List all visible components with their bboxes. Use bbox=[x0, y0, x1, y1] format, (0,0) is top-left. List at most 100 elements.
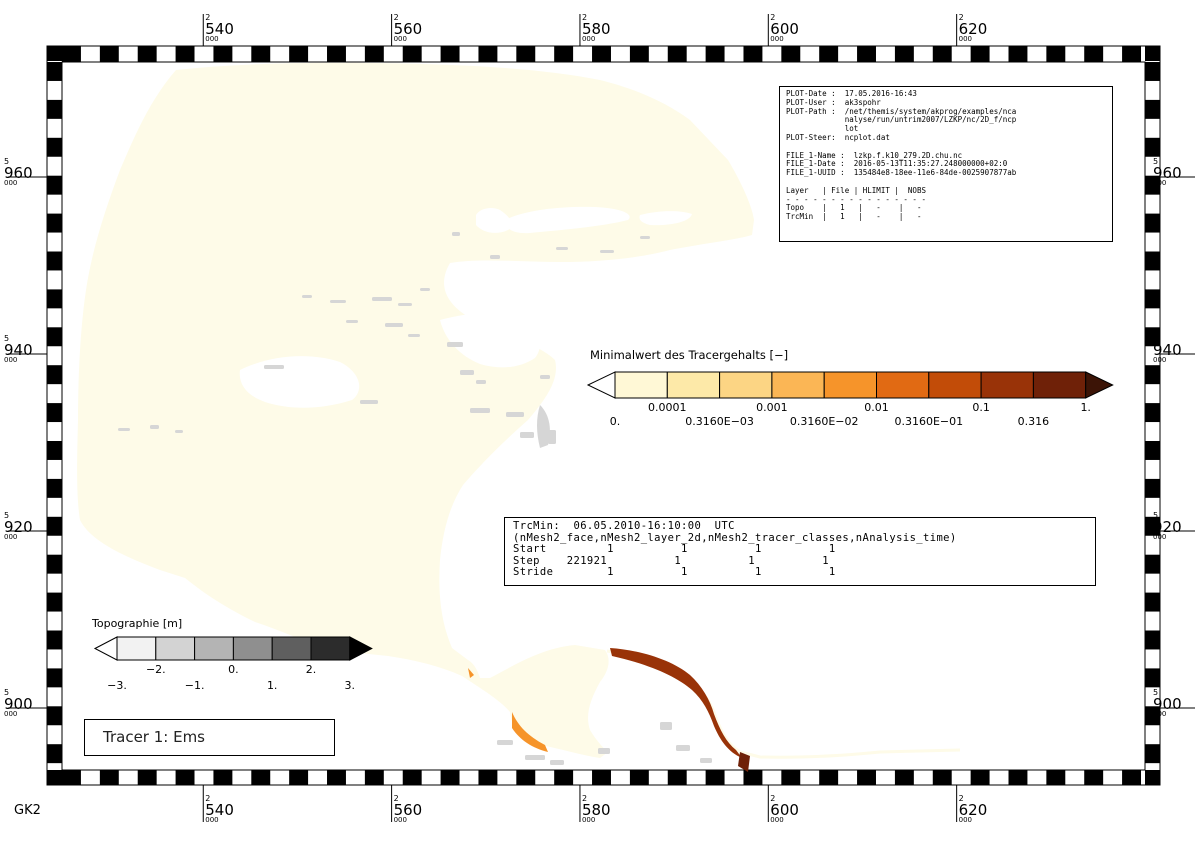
tick-label-lower: 000 bbox=[4, 179, 17, 187]
frame-tick-right bbox=[1145, 441, 1160, 460]
frame-tick-top bbox=[894, 46, 914, 62]
colorbar-bin bbox=[232, 636, 273, 661]
metadata-line: Topo | 1 | - | - bbox=[786, 203, 922, 213]
frame-tick-bottom bbox=[289, 770, 309, 785]
tick-label-lower: 000 bbox=[394, 816, 407, 824]
tick-label-upper: 2 bbox=[770, 794, 775, 803]
colorbar-bin bbox=[719, 371, 773, 399]
colorbar-over-triangle bbox=[349, 636, 373, 661]
frame-tick-top bbox=[478, 46, 498, 62]
tidal-flat-mark bbox=[525, 755, 545, 760]
tick-label-lower: 000 bbox=[770, 35, 783, 43]
tick-label-upper: 5 bbox=[4, 157, 9, 166]
metadata-line: PLOT-Date : 17.05.2016-16:43 bbox=[786, 89, 917, 98]
tidal-flat-mark bbox=[660, 722, 672, 730]
frame-tick-right bbox=[1145, 478, 1160, 498]
tracer-river-upper bbox=[610, 648, 742, 758]
colorbar-under-triangle bbox=[586, 371, 616, 399]
frame-tick-top bbox=[932, 46, 952, 62]
frame-tick-right bbox=[1145, 327, 1160, 347]
frame-tick-left bbox=[47, 327, 62, 347]
tick-label-upper: 5 bbox=[4, 511, 9, 520]
frame-tick-bottom bbox=[819, 770, 839, 785]
colorbar-label-lower: 0.3160E−02 bbox=[790, 415, 859, 428]
frame-tick-left bbox=[47, 137, 62, 157]
metadata-line: FILE_1-Name : lzkp.f.k10_279.2D.chu.nc bbox=[786, 150, 963, 160]
tidal-flat-mark bbox=[700, 758, 712, 763]
colorbar-label-upper: 0.0001 bbox=[648, 401, 687, 414]
frame-corner bbox=[47, 46, 62, 61]
tracer-colorbar: Minimalwert des Tracergehalts [−] 0.0001… bbox=[586, 348, 1114, 428]
tick-label-main: 940 bbox=[4, 341, 33, 359]
colorbar-label-lower: 0.3160E−03 bbox=[685, 415, 754, 428]
tick-label-lower: 000 bbox=[394, 35, 407, 43]
frame-tick-left bbox=[47, 554, 62, 574]
frame-tick-bottom bbox=[213, 770, 233, 785]
frame-tick-bottom bbox=[781, 770, 801, 785]
frame-tick-bottom bbox=[402, 770, 422, 785]
tick-label-upper: 2 bbox=[205, 13, 210, 22]
dollart-land bbox=[239, 356, 360, 408]
frame-tick-right bbox=[1145, 289, 1160, 309]
frame-tick-left bbox=[47, 365, 62, 385]
frame-tick-left bbox=[47, 62, 62, 81]
frame-tick-top bbox=[819, 46, 839, 62]
frame-tick-bottom bbox=[1046, 770, 1066, 785]
tidal-flat-mark bbox=[460, 370, 474, 375]
tick-label-main: 960 bbox=[1153, 164, 1182, 182]
frame-tick-left bbox=[47, 744, 62, 764]
tick-label-main: 620 bbox=[959, 801, 988, 819]
tidal-flat-mark bbox=[548, 430, 556, 444]
tick-label-lower: 000 bbox=[4, 356, 17, 364]
mainland-coast-north bbox=[440, 312, 540, 368]
map-area bbox=[77, 62, 961, 772]
tick-label-lower: 000 bbox=[4, 710, 17, 718]
tick-label-main: 580 bbox=[582, 20, 611, 38]
tick-label-main: 560 bbox=[394, 20, 423, 38]
frame-corner bbox=[47, 770, 62, 785]
frame-tick-left bbox=[47, 630, 62, 650]
frame-corner bbox=[1145, 770, 1160, 785]
tick-label-lower: 000 bbox=[582, 816, 595, 824]
frame-tick-left bbox=[47, 478, 62, 498]
frame-tick-bottom bbox=[970, 770, 990, 785]
frame-tick-right bbox=[1145, 592, 1160, 612]
frame-tick-top bbox=[62, 46, 81, 62]
tick-label-upper: 5 bbox=[1153, 688, 1158, 697]
frame-tick-bottom bbox=[251, 770, 271, 785]
colorbar-label-upper: −2. bbox=[146, 663, 166, 676]
metadata-line: Layer | File | HLIMIT | NOBS bbox=[786, 185, 926, 195]
land-strip-gray bbox=[537, 405, 550, 448]
frame-tick-top bbox=[1122, 46, 1142, 62]
metadata-line: FILE_1-UUID : 135484e8-18ee-11e6-84de-00… bbox=[786, 168, 1017, 178]
frame-tick-top bbox=[705, 46, 725, 62]
tidal-flat-mark bbox=[264, 365, 284, 369]
tick-label-upper: 5 bbox=[1153, 334, 1158, 343]
tidal-flat-mark bbox=[346, 320, 358, 323]
tick-label-lower: 000 bbox=[1153, 710, 1166, 718]
colorbar-bin bbox=[614, 371, 668, 399]
tracer-patches bbox=[468, 648, 750, 772]
colorbar-label-lower: 3. bbox=[345, 679, 356, 692]
frame-tick-bottom bbox=[137, 770, 157, 785]
tracer-info-lines: TrcMin: 06.05.2010-16:10:00 UTC (nMesh2_f… bbox=[513, 520, 1087, 579]
frame-tick-top bbox=[213, 46, 233, 62]
tidal-flat-mark bbox=[385, 323, 403, 327]
frame-tick-left bbox=[47, 592, 62, 612]
tracer-name-box: Tracer 1: Ems bbox=[84, 719, 335, 756]
frame-tick-top bbox=[137, 46, 157, 62]
